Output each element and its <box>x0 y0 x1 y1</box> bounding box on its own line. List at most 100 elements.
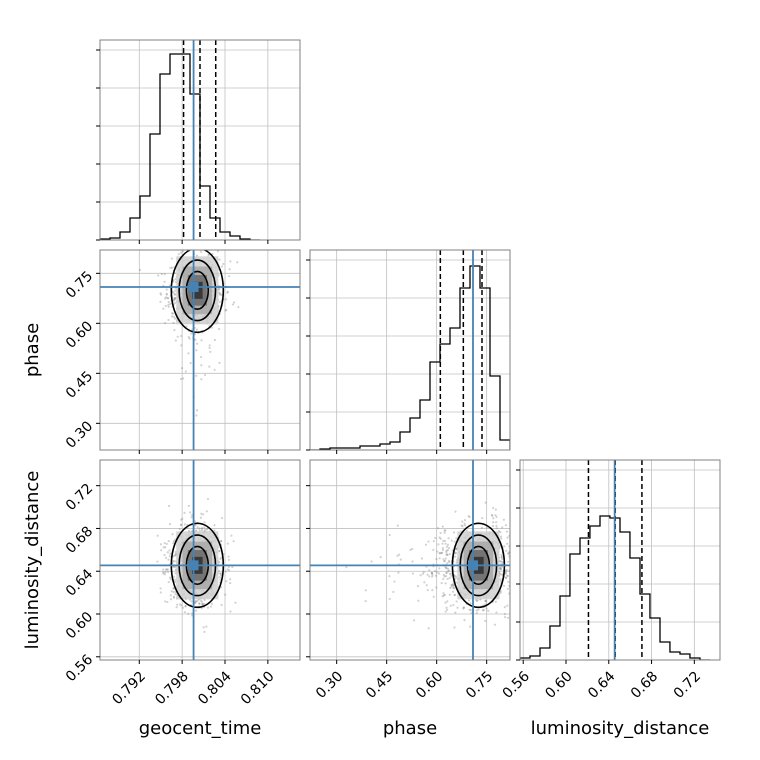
sample-point <box>434 536 437 540</box>
truth-marker <box>188 282 199 292</box>
sample-point <box>187 336 190 339</box>
sample-point <box>229 610 232 613</box>
sample-point <box>499 591 502 594</box>
sample-point <box>168 576 172 579</box>
sample-point <box>172 590 175 594</box>
sample-point <box>185 325 188 328</box>
sample-point <box>232 301 236 304</box>
sample-point <box>167 540 170 543</box>
sample-point <box>505 549 508 553</box>
sample-point <box>200 378 203 381</box>
sample-point <box>447 570 450 573</box>
sample-point <box>217 327 221 331</box>
sample-point <box>445 549 448 552</box>
sample-point <box>487 609 490 612</box>
sample-point <box>174 289 177 292</box>
sample-point <box>430 571 433 574</box>
sample-point <box>438 552 441 555</box>
sample-point <box>506 574 509 577</box>
sample-point <box>159 300 162 303</box>
sample-point <box>499 531 502 534</box>
sample-point <box>191 612 194 615</box>
sample-point <box>236 261 239 264</box>
sample-point <box>428 575 431 578</box>
sample-point <box>455 561 458 564</box>
sample-point <box>190 600 193 603</box>
sample-point <box>181 517 184 520</box>
sample-point <box>210 602 213 605</box>
sample-point <box>167 303 170 307</box>
x-tick-label: 0.60 <box>413 668 446 701</box>
sample-point <box>409 548 412 551</box>
sample-point <box>396 554 399 557</box>
sample-point <box>163 273 166 276</box>
sample-point <box>208 365 211 368</box>
sample-point <box>167 297 170 300</box>
sample-point <box>452 586 455 589</box>
panel-geocent_time-hist <box>96 39 301 244</box>
sample-point <box>518 580 520 582</box>
sample-point <box>188 337 191 340</box>
sample-point <box>178 527 181 531</box>
sample-point <box>232 540 235 543</box>
sample-point <box>499 560 502 563</box>
sample-point <box>164 297 167 300</box>
sample-point <box>202 626 205 629</box>
sample-point <box>218 550 221 553</box>
x-axis-label: luminosity_distance <box>531 718 710 739</box>
sample-point <box>438 552 442 555</box>
sample-point <box>500 537 503 540</box>
sample-point <box>198 602 201 605</box>
sample-point <box>169 266 172 270</box>
sample-point <box>195 414 198 417</box>
sample-point <box>396 524 399 527</box>
sample-point <box>218 549 221 553</box>
sample-point <box>198 527 201 530</box>
sample-point <box>189 511 192 514</box>
sample-point <box>224 309 227 312</box>
sample-point <box>218 291 221 294</box>
sample-point <box>502 518 505 521</box>
sample-point <box>446 553 449 556</box>
sample-point <box>500 560 503 563</box>
sample-point <box>220 265 224 268</box>
sample-point <box>506 604 509 607</box>
sample-point <box>173 317 177 320</box>
sample-point <box>195 349 198 352</box>
sample-point <box>218 258 221 261</box>
sample-point <box>505 530 509 533</box>
sample-point <box>397 571 400 574</box>
sample-point <box>503 612 506 616</box>
panel-content <box>100 40 260 240</box>
sample-point <box>453 626 456 629</box>
sample-point <box>463 522 466 525</box>
sample-point <box>411 572 415 575</box>
sample-point <box>162 572 165 575</box>
sample-point <box>159 543 162 546</box>
sample-point <box>463 619 466 622</box>
sample-point <box>194 524 197 527</box>
sample-point <box>462 607 465 610</box>
sample-point <box>437 543 440 546</box>
sample-point <box>499 572 502 576</box>
sample-point <box>465 529 468 532</box>
sample-point <box>220 603 223 607</box>
sample-point <box>229 581 232 585</box>
sample-point <box>172 291 175 294</box>
sample-point <box>506 616 510 619</box>
sample-point <box>174 339 177 342</box>
sample-point <box>447 567 450 570</box>
sample-point <box>495 520 498 524</box>
sample-point <box>229 578 232 581</box>
sample-point <box>187 352 190 355</box>
sample-point <box>427 540 430 543</box>
sample-point <box>476 599 479 602</box>
sample-point <box>226 568 229 571</box>
sample-point <box>181 606 185 609</box>
sample-point <box>470 611 473 615</box>
sample-point <box>231 565 234 569</box>
panel-frame <box>99 249 301 451</box>
panel-frame <box>519 459 721 661</box>
sample-point <box>189 361 192 365</box>
sample-point <box>510 583 512 585</box>
